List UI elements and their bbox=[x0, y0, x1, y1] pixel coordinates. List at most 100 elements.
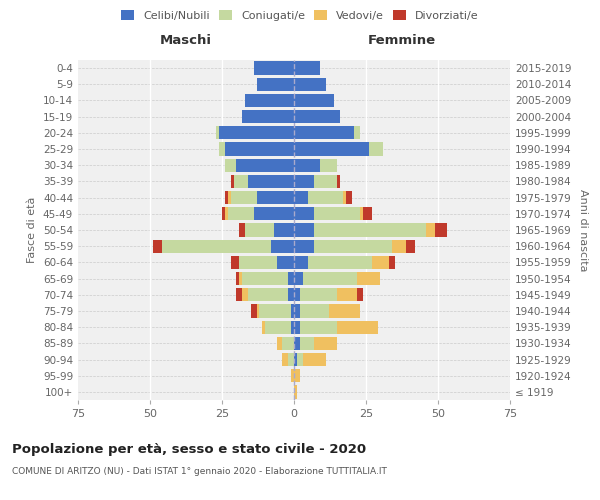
Bar bbox=[314, 336, 337, 350]
Bar bbox=[283, 336, 294, 350]
Bar bbox=[230, 175, 233, 188]
Bar bbox=[262, 320, 265, 334]
Bar bbox=[294, 158, 320, 172]
Bar bbox=[360, 207, 363, 220]
Bar bbox=[389, 256, 395, 269]
Bar bbox=[314, 224, 427, 236]
Bar bbox=[216, 126, 219, 140]
Bar bbox=[277, 256, 294, 269]
Bar bbox=[239, 256, 277, 269]
Bar bbox=[308, 256, 372, 269]
Bar bbox=[277, 336, 283, 350]
Bar bbox=[308, 191, 343, 204]
Bar bbox=[236, 288, 242, 302]
Bar bbox=[300, 304, 329, 318]
Text: Popolazione per età, sesso e stato civile - 2020: Popolazione per età, sesso e stato civil… bbox=[12, 442, 366, 456]
Bar bbox=[297, 353, 302, 366]
Bar bbox=[294, 386, 297, 398]
Bar bbox=[219, 126, 294, 140]
Bar bbox=[302, 353, 326, 366]
Bar bbox=[435, 224, 446, 236]
Text: COMUNE DI ARITZO (NU) - Dati ISTAT 1° gennaio 2020 - Elaborazione TUTTITALIA.IT: COMUNE DI ARITZO (NU) - Dati ISTAT 1° ge… bbox=[12, 468, 387, 476]
Bar bbox=[294, 369, 300, 382]
Bar bbox=[329, 304, 360, 318]
Bar bbox=[271, 240, 294, 253]
Bar bbox=[228, 191, 230, 204]
Bar bbox=[291, 369, 294, 382]
Bar bbox=[251, 304, 257, 318]
Y-axis label: Fasce di età: Fasce di età bbox=[28, 197, 37, 263]
Bar bbox=[406, 240, 415, 253]
Bar bbox=[294, 94, 334, 107]
Bar bbox=[294, 126, 355, 140]
Bar bbox=[337, 288, 358, 302]
Bar bbox=[294, 256, 308, 269]
Bar bbox=[294, 224, 314, 236]
Bar bbox=[265, 320, 291, 334]
Bar bbox=[236, 272, 239, 285]
Bar bbox=[294, 320, 300, 334]
Bar bbox=[392, 240, 406, 253]
Bar bbox=[302, 272, 358, 285]
Bar bbox=[288, 288, 294, 302]
Bar bbox=[245, 224, 274, 236]
Bar bbox=[233, 175, 248, 188]
Bar bbox=[245, 94, 294, 107]
Bar bbox=[337, 175, 340, 188]
Bar bbox=[219, 142, 225, 156]
Bar bbox=[320, 158, 337, 172]
Bar bbox=[228, 207, 254, 220]
Bar bbox=[274, 224, 294, 236]
Bar bbox=[230, 191, 257, 204]
Bar bbox=[372, 256, 389, 269]
Bar bbox=[254, 207, 294, 220]
Bar bbox=[248, 175, 294, 188]
Text: Maschi: Maschi bbox=[160, 34, 212, 47]
Bar bbox=[363, 207, 372, 220]
Bar bbox=[300, 336, 314, 350]
Bar bbox=[288, 272, 294, 285]
Bar bbox=[294, 288, 300, 302]
Bar bbox=[242, 288, 248, 302]
Bar bbox=[294, 272, 302, 285]
Bar bbox=[314, 207, 360, 220]
Bar bbox=[242, 110, 294, 124]
Bar bbox=[161, 240, 271, 253]
Bar bbox=[343, 191, 346, 204]
Bar bbox=[242, 272, 288, 285]
Bar bbox=[294, 62, 320, 74]
Bar bbox=[288, 353, 294, 366]
Bar bbox=[257, 304, 259, 318]
Bar bbox=[355, 126, 360, 140]
Bar bbox=[358, 272, 380, 285]
Bar bbox=[222, 207, 225, 220]
Bar bbox=[294, 304, 300, 318]
Bar bbox=[236, 158, 294, 172]
Bar bbox=[254, 62, 294, 74]
Bar bbox=[294, 240, 314, 253]
Bar bbox=[369, 142, 383, 156]
Bar bbox=[294, 175, 314, 188]
Bar bbox=[346, 191, 352, 204]
Y-axis label: Anni di nascita: Anni di nascita bbox=[578, 188, 588, 271]
Bar bbox=[294, 336, 300, 350]
Bar bbox=[294, 142, 369, 156]
Bar bbox=[283, 353, 288, 366]
Text: Femmine: Femmine bbox=[368, 34, 436, 47]
Bar bbox=[257, 191, 294, 204]
Bar bbox=[225, 191, 228, 204]
Bar bbox=[427, 224, 435, 236]
Bar bbox=[230, 256, 239, 269]
Bar bbox=[257, 78, 294, 91]
Bar bbox=[225, 142, 294, 156]
Bar bbox=[259, 304, 291, 318]
Bar bbox=[153, 240, 161, 253]
Bar bbox=[314, 240, 392, 253]
Bar bbox=[225, 207, 228, 220]
Bar bbox=[239, 272, 242, 285]
Bar bbox=[314, 175, 337, 188]
Bar bbox=[294, 353, 297, 366]
Bar bbox=[239, 224, 245, 236]
Bar bbox=[248, 288, 288, 302]
Bar bbox=[294, 78, 326, 91]
